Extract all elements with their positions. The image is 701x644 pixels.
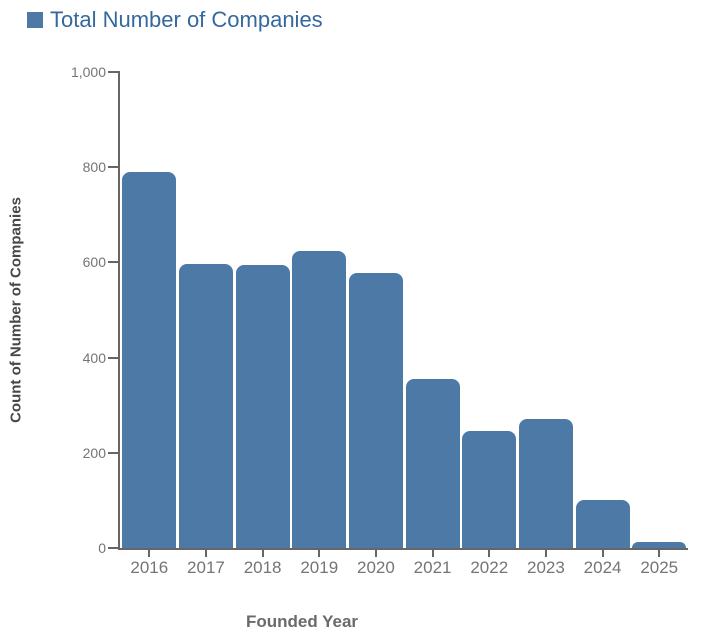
bar-2017[interactable]: [178, 263, 233, 548]
y-tick-0: [108, 547, 118, 549]
y-tick-800: [108, 166, 118, 169]
y-axis-title: Count of Number of Companies: [7, 197, 25, 423]
x-tick-2016: [148, 550, 151, 557]
y-tick-600: [108, 261, 118, 264]
x-axis-line: [118, 548, 688, 550]
bar-2025[interactable]: [632, 541, 687, 548]
x-tick-2019: [318, 550, 321, 557]
y-tick-200: [108, 451, 118, 454]
bar-2021[interactable]: [405, 379, 460, 548]
x-tick-2021: [431, 550, 434, 557]
x-tick-2022: [488, 550, 491, 557]
x-tick-2024: [601, 550, 604, 557]
y-tick-1,000: [108, 71, 118, 73]
legend-swatch-icon: [27, 12, 43, 28]
bar-2023[interactable]: [518, 419, 573, 548]
y-tick-label-600: 600: [82, 254, 106, 271]
bar-2018[interactable]: [235, 264, 290, 548]
y-tick-label-1,000: 1,000: [70, 64, 106, 80]
x-axis-title: Founded Year: [245, 612, 359, 631]
x-tick-label-2018: 2018: [243, 558, 282, 577]
bar-2016[interactable]: [122, 171, 177, 548]
x-tick-2020: [374, 550, 377, 557]
x-tick-2017: [204, 550, 207, 557]
y-tick-label-0: 0: [98, 540, 106, 556]
y-tick-400: [108, 356, 118, 359]
y-tick-label-400: 400: [82, 349, 106, 366]
x-tick-2018: [261, 550, 264, 557]
bar-2024[interactable]: [575, 500, 630, 548]
bar-2022[interactable]: [462, 431, 517, 548]
x-tick-2025: [658, 550, 661, 557]
y-tick-label-200: 200: [82, 444, 106, 461]
bar-2019[interactable]: [292, 250, 347, 548]
x-tick-label-2021: 2021: [413, 558, 452, 577]
x-tick-label-2020: 2020: [357, 558, 395, 577]
x-tick-label-2017: 2017: [187, 558, 225, 577]
x-tick-label-2019: 2019: [300, 558, 339, 577]
y-axis-line: [118, 71, 120, 550]
bar-2020[interactable]: [348, 273, 403, 548]
y-tick-label-800: 800: [82, 159, 106, 176]
legend-item[interactable]: Total Number of Companies: [27, 7, 323, 33]
x-tick-label-2016: 2016: [130, 558, 169, 577]
legend-label: Total Number of Companies: [50, 7, 323, 32]
x-tick-label-2025: 2025: [640, 558, 679, 577]
x-tick-label-2024: 2024: [583, 558, 622, 577]
x-tick-label-2023: 2023: [526, 558, 565, 577]
x-tick-label-2022: 2022: [470, 558, 509, 577]
x-tick-2023: [544, 550, 547, 557]
